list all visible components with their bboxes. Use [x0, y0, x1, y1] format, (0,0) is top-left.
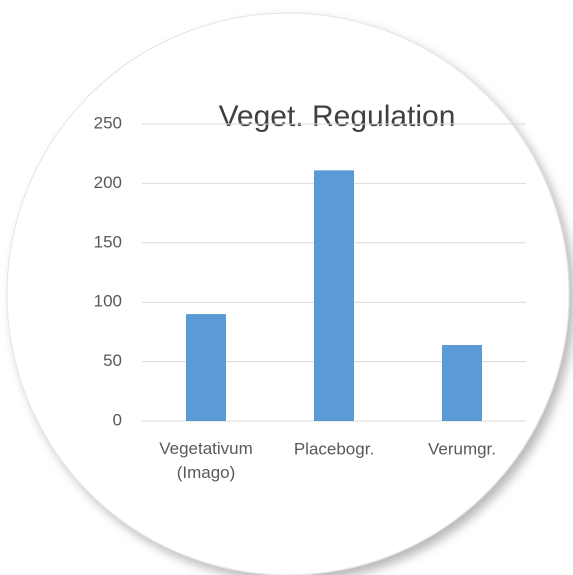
y-tick-label: 250	[94, 113, 122, 132]
bar	[314, 170, 354, 421]
y-tick-label: 100	[94, 292, 122, 311]
x-tick-label: Verumgr.	[428, 439, 496, 458]
y-tick-label: 0	[113, 410, 122, 429]
y-tick-label: 50	[103, 351, 122, 370]
x-tick-label: Vegetativum (Imago)	[159, 439, 253, 482]
y-tick-label: 150	[94, 232, 122, 251]
bar	[186, 314, 226, 421]
bar	[442, 344, 482, 421]
chart-title: Veget. Regulation	[219, 100, 456, 133]
x-tick-label: Placebogr.	[294, 439, 374, 458]
circle-background	[6, 12, 570, 575]
y-tick-label: 200	[94, 173, 122, 192]
